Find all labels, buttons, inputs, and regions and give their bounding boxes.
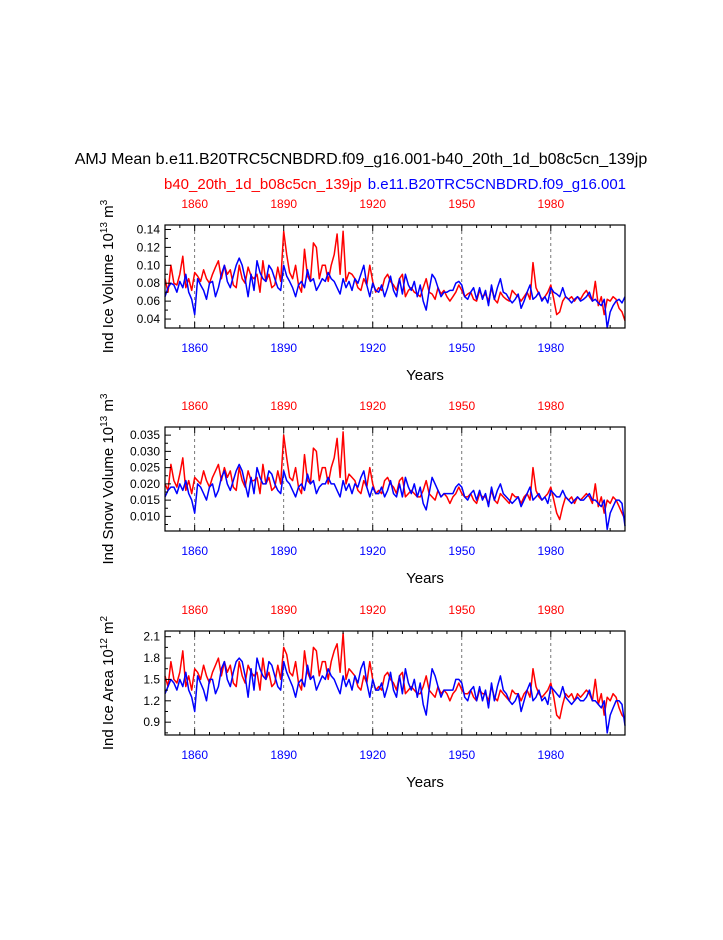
x-tick-label-top: 1950	[448, 197, 475, 211]
y-axis-label: Ind Ice Area 1012 m2	[99, 615, 117, 750]
series-line-blue	[164, 463, 626, 531]
x-tick-label-top: 1980	[537, 603, 564, 617]
x-tick-label-top: 1890	[270, 399, 297, 413]
x-tick-label-bottom: 1980	[537, 544, 564, 558]
legend-blue-label: b.e11.B20TRC5CNBDRD.f09_g16.001	[368, 176, 626, 193]
x-axis-label: Years	[406, 774, 444, 791]
chart-title: AMJ Mean b.e11.B20TRC5CNBDRD.f09_g16.001…	[75, 151, 648, 168]
y-tick-label: 0.08	[137, 276, 161, 290]
y-tick-label: 0.10	[137, 258, 161, 272]
x-tick-label-top: 1860	[181, 399, 208, 413]
x-tick-label-bottom: 1920	[359, 341, 386, 355]
x-tick-label-top: 1860	[181, 197, 208, 211]
y-tick-label: 0.04	[137, 312, 161, 326]
x-tick-label-bottom: 1860	[181, 544, 208, 558]
plot-frame	[164, 630, 626, 736]
y-tick-label: 1.8	[143, 651, 160, 665]
x-axis-label: Years	[406, 570, 444, 587]
x-tick-label-top: 1920	[359, 197, 386, 211]
x-axis-label: Years	[406, 367, 444, 384]
y-tick-label: 1.5	[143, 672, 160, 686]
x-tick-label-top: 1980	[537, 399, 564, 413]
x-tick-label-top: 1950	[448, 603, 475, 617]
x-tick-label-top: 1920	[359, 399, 386, 413]
y-tick-label: 0.015	[130, 493, 160, 507]
x-tick-label-top: 1860	[181, 603, 208, 617]
y-tick-label: 1.2	[143, 694, 160, 708]
y-axis-label: Ind Snow Volume 1013 m3	[99, 393, 117, 564]
x-tick-label-top: 1920	[359, 603, 386, 617]
x-tick-label-top: 1950	[448, 399, 475, 413]
x-tick-label-bottom: 1980	[537, 748, 564, 762]
x-tick-label-top: 1980	[537, 197, 564, 211]
plot-frame	[164, 426, 626, 532]
x-tick-label-bottom: 1860	[181, 341, 208, 355]
x-tick-label-bottom: 1950	[448, 544, 475, 558]
y-tick-label: 0.030	[130, 444, 160, 458]
panel-1: 1860 1860 1890 1890 1920 1920 1950 1950 1980 1980…	[99, 197, 626, 384]
x-tick-label-bottom: 1950	[448, 748, 475, 762]
y-tick-label: 0.010	[130, 509, 160, 523]
y-axis-label: Ind Ice Volume 1013 m3	[99, 199, 117, 353]
series-line-red	[164, 431, 626, 521]
y-tick-label: 0.06	[137, 294, 161, 308]
x-tick-label-bottom: 1950	[448, 341, 475, 355]
panels-group: 1860 1860 1890 1890 1920 1920 1950 1950 1980 1980…	[99, 197, 626, 791]
panel-3: 1860 1860 1890 1890 1920 1920 1950 1950 1980 1980…	[99, 603, 626, 791]
panel-2: 1860 1860 1890 1890 1920 1920 1950 1950 1980 1980…	[99, 393, 626, 587]
y-tick-label: 0.9	[143, 715, 160, 729]
series-line-blue	[164, 657, 626, 734]
plot-frame	[164, 224, 626, 329]
x-tick-label-bottom: 1890	[270, 544, 297, 558]
y-tick-label: 0.025	[130, 461, 160, 475]
y-tick-label: 0.12	[137, 240, 161, 254]
series-line-red	[164, 632, 626, 720]
y-tick-label: 2.1	[143, 630, 160, 644]
x-tick-label-bottom: 1890	[270, 341, 297, 355]
x-tick-label-top: 1890	[270, 197, 297, 211]
y-tick-label: 0.14	[137, 222, 161, 236]
y-tick-label: 0.035	[130, 428, 160, 442]
x-tick-label-bottom: 1920	[359, 748, 386, 762]
x-tick-label-bottom: 1980	[537, 341, 564, 355]
series-line-blue	[164, 257, 626, 329]
legend-red-label: b40_20th_1d_b08c5cn_139jp	[164, 176, 362, 193]
series-line-red	[164, 230, 626, 322]
x-tick-label-bottom: 1920	[359, 544, 386, 558]
x-tick-label-bottom: 1890	[270, 748, 297, 762]
x-tick-label-bottom: 1860	[181, 748, 208, 762]
x-tick-label-top: 1890	[270, 603, 297, 617]
y-tick-label: 0.020	[130, 477, 160, 491]
